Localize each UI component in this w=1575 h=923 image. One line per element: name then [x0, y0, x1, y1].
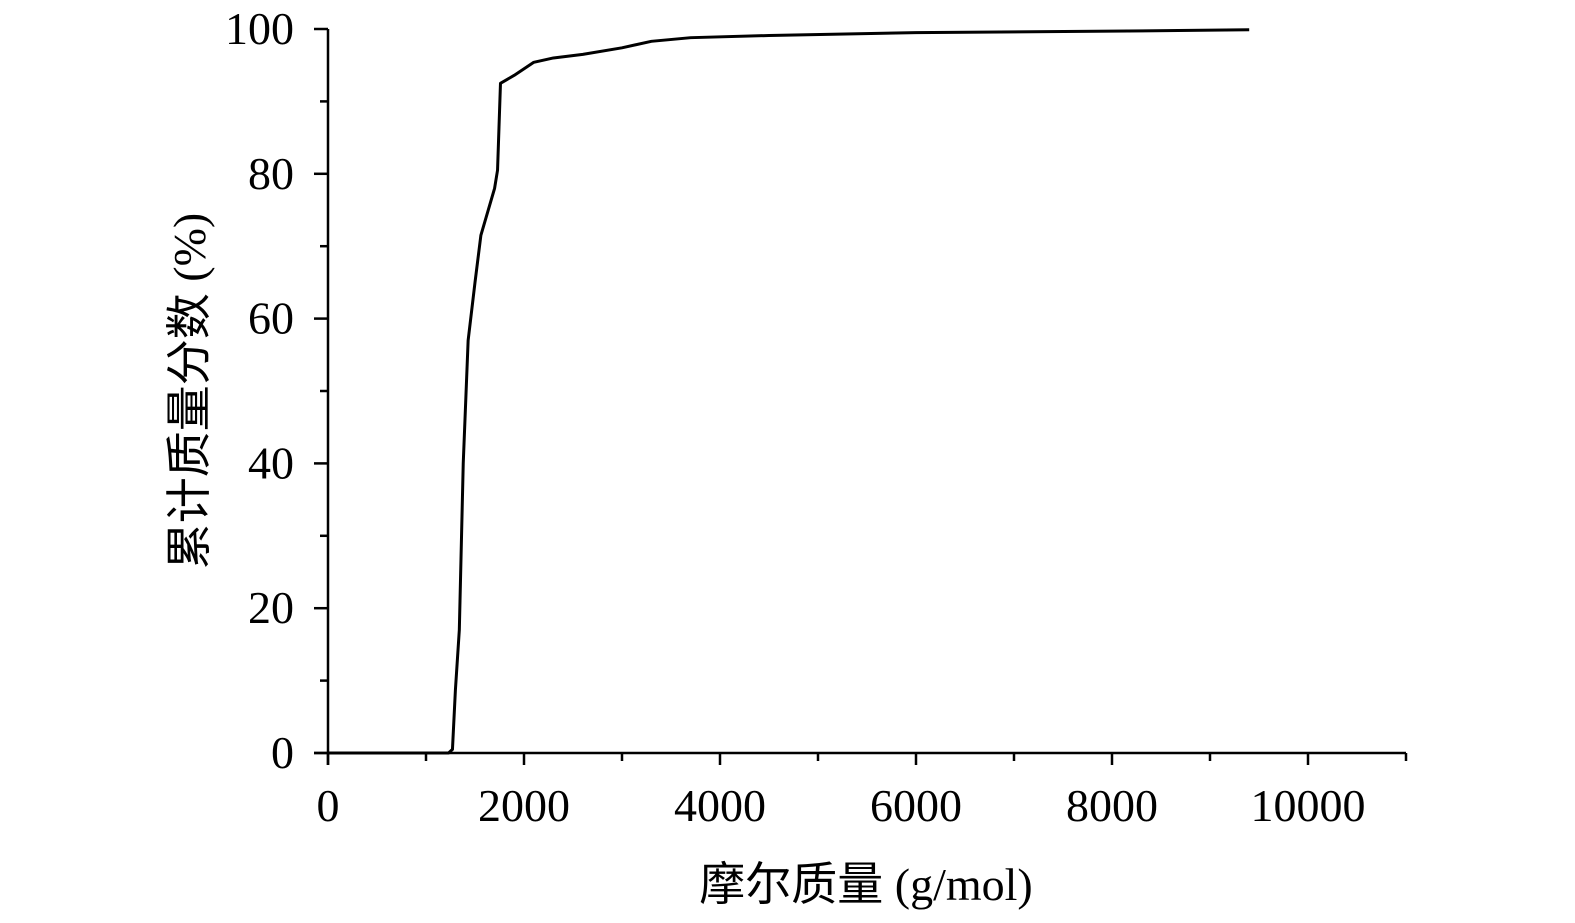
x-tick-label: 6000: [870, 780, 962, 831]
x-axis-label: 摩尔质量 (g/mol): [699, 859, 1032, 910]
x-tick-label: 4000: [674, 780, 766, 831]
x-tick-label: 2000: [478, 780, 570, 831]
y-tick-label: 100: [225, 3, 294, 54]
y-tick-label: 40: [248, 437, 294, 488]
y-axis-label: 累计质量分数 (%): [164, 213, 215, 569]
x-tick-label: 0: [317, 780, 340, 831]
x-tick-label: 10000: [1251, 780, 1366, 831]
data-line: [328, 28, 1250, 755]
y-tick-label: 0: [271, 727, 294, 778]
y-tick-label: 80: [248, 148, 294, 199]
x-tick-label: 8000: [1066, 780, 1158, 831]
y-tick-label: 60: [248, 293, 294, 344]
y-tick-label: 20: [248, 582, 294, 633]
